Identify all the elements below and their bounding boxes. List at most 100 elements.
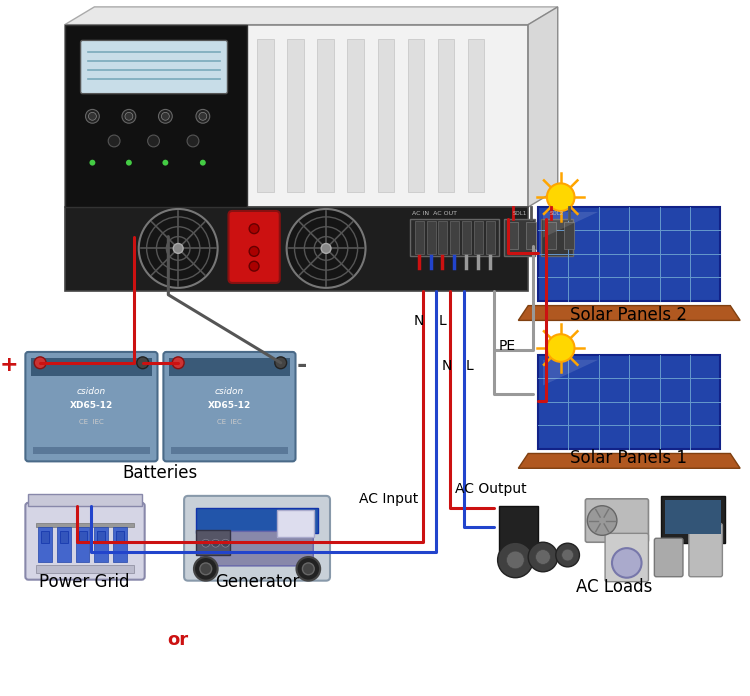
Bar — [410, 219, 499, 256]
Circle shape — [196, 109, 210, 123]
FancyBboxPatch shape — [654, 538, 683, 577]
Circle shape — [587, 506, 617, 535]
Circle shape — [202, 539, 210, 547]
Bar — [277, 509, 314, 537]
Circle shape — [612, 548, 641, 578]
Bar — [32, 358, 152, 376]
Circle shape — [199, 112, 207, 120]
FancyBboxPatch shape — [26, 503, 145, 580]
Circle shape — [321, 244, 331, 253]
Bar — [503, 219, 535, 256]
FancyBboxPatch shape — [229, 211, 280, 283]
Bar — [64, 24, 248, 207]
Bar — [564, 222, 574, 249]
Bar — [60, 531, 68, 543]
Circle shape — [536, 550, 550, 564]
Text: PE: PE — [499, 339, 516, 353]
Polygon shape — [518, 454, 740, 468]
Polygon shape — [543, 212, 598, 237]
Circle shape — [302, 563, 314, 575]
Bar — [64, 207, 528, 291]
Bar — [57, 528, 70, 562]
Text: SOL2: SOL2 — [550, 211, 564, 216]
Bar — [317, 40, 334, 192]
Polygon shape — [64, 7, 558, 24]
Bar — [257, 40, 274, 192]
Circle shape — [506, 551, 524, 569]
Circle shape — [86, 109, 99, 123]
Bar — [36, 565, 134, 573]
FancyBboxPatch shape — [201, 531, 314, 566]
Bar — [538, 207, 721, 301]
Bar — [94, 528, 108, 562]
Bar — [196, 507, 318, 533]
Bar — [287, 40, 304, 192]
Bar — [116, 531, 124, 543]
FancyBboxPatch shape — [585, 499, 649, 542]
Text: N: N — [414, 315, 424, 329]
Circle shape — [161, 112, 170, 120]
Circle shape — [136, 357, 148, 369]
Text: +: + — [0, 355, 19, 374]
Circle shape — [562, 549, 574, 561]
Circle shape — [274, 357, 286, 369]
Circle shape — [497, 542, 533, 578]
Polygon shape — [528, 7, 558, 207]
Circle shape — [249, 261, 259, 271]
Text: AC Output: AC Output — [455, 482, 526, 496]
Circle shape — [556, 543, 580, 567]
Text: L: L — [439, 315, 446, 329]
Circle shape — [249, 246, 259, 256]
Bar — [509, 222, 518, 249]
Text: Solar Panels 2: Solar Panels 2 — [570, 306, 687, 324]
FancyBboxPatch shape — [689, 523, 722, 577]
Polygon shape — [543, 360, 598, 386]
Text: AC Input: AC Input — [358, 492, 418, 506]
Bar — [462, 221, 471, 254]
Text: SOL1: SOL1 — [512, 211, 526, 216]
Circle shape — [125, 112, 133, 120]
Circle shape — [286, 209, 365, 288]
Bar — [450, 221, 459, 254]
Circle shape — [221, 539, 230, 547]
Text: Solar Panels 1: Solar Panels 1 — [570, 450, 687, 467]
Circle shape — [187, 135, 199, 147]
Bar — [36, 523, 134, 528]
Circle shape — [139, 209, 218, 288]
Bar — [546, 222, 556, 249]
Text: Batteries: Batteries — [123, 464, 198, 482]
Bar — [41, 531, 49, 543]
Bar — [427, 221, 436, 254]
Text: csidon: csidon — [214, 388, 244, 396]
Circle shape — [148, 135, 160, 147]
Text: CE  IEC: CE IEC — [79, 419, 104, 425]
Bar — [665, 500, 722, 535]
Bar — [171, 447, 287, 454]
Bar — [33, 447, 149, 454]
Text: or: or — [168, 631, 189, 649]
Text: CE  IEC: CE IEC — [217, 419, 242, 425]
FancyBboxPatch shape — [605, 533, 649, 582]
Bar — [98, 531, 105, 543]
Bar — [76, 528, 89, 562]
FancyBboxPatch shape — [184, 496, 330, 580]
Bar — [408, 40, 424, 192]
Text: Generator: Generator — [214, 573, 299, 591]
Bar — [415, 221, 424, 254]
Text: XD65-12: XD65-12 — [208, 401, 251, 410]
Circle shape — [296, 557, 320, 580]
Bar — [64, 24, 528, 207]
Bar — [439, 221, 447, 254]
Circle shape — [194, 557, 217, 580]
Text: -: - — [296, 353, 307, 377]
Circle shape — [108, 135, 120, 147]
Polygon shape — [28, 494, 142, 506]
Circle shape — [34, 357, 46, 369]
Circle shape — [158, 109, 172, 123]
Bar — [438, 40, 454, 192]
Bar — [38, 528, 52, 562]
FancyBboxPatch shape — [164, 352, 296, 461]
Circle shape — [547, 183, 574, 211]
Circle shape — [172, 357, 184, 369]
Circle shape — [126, 159, 132, 166]
